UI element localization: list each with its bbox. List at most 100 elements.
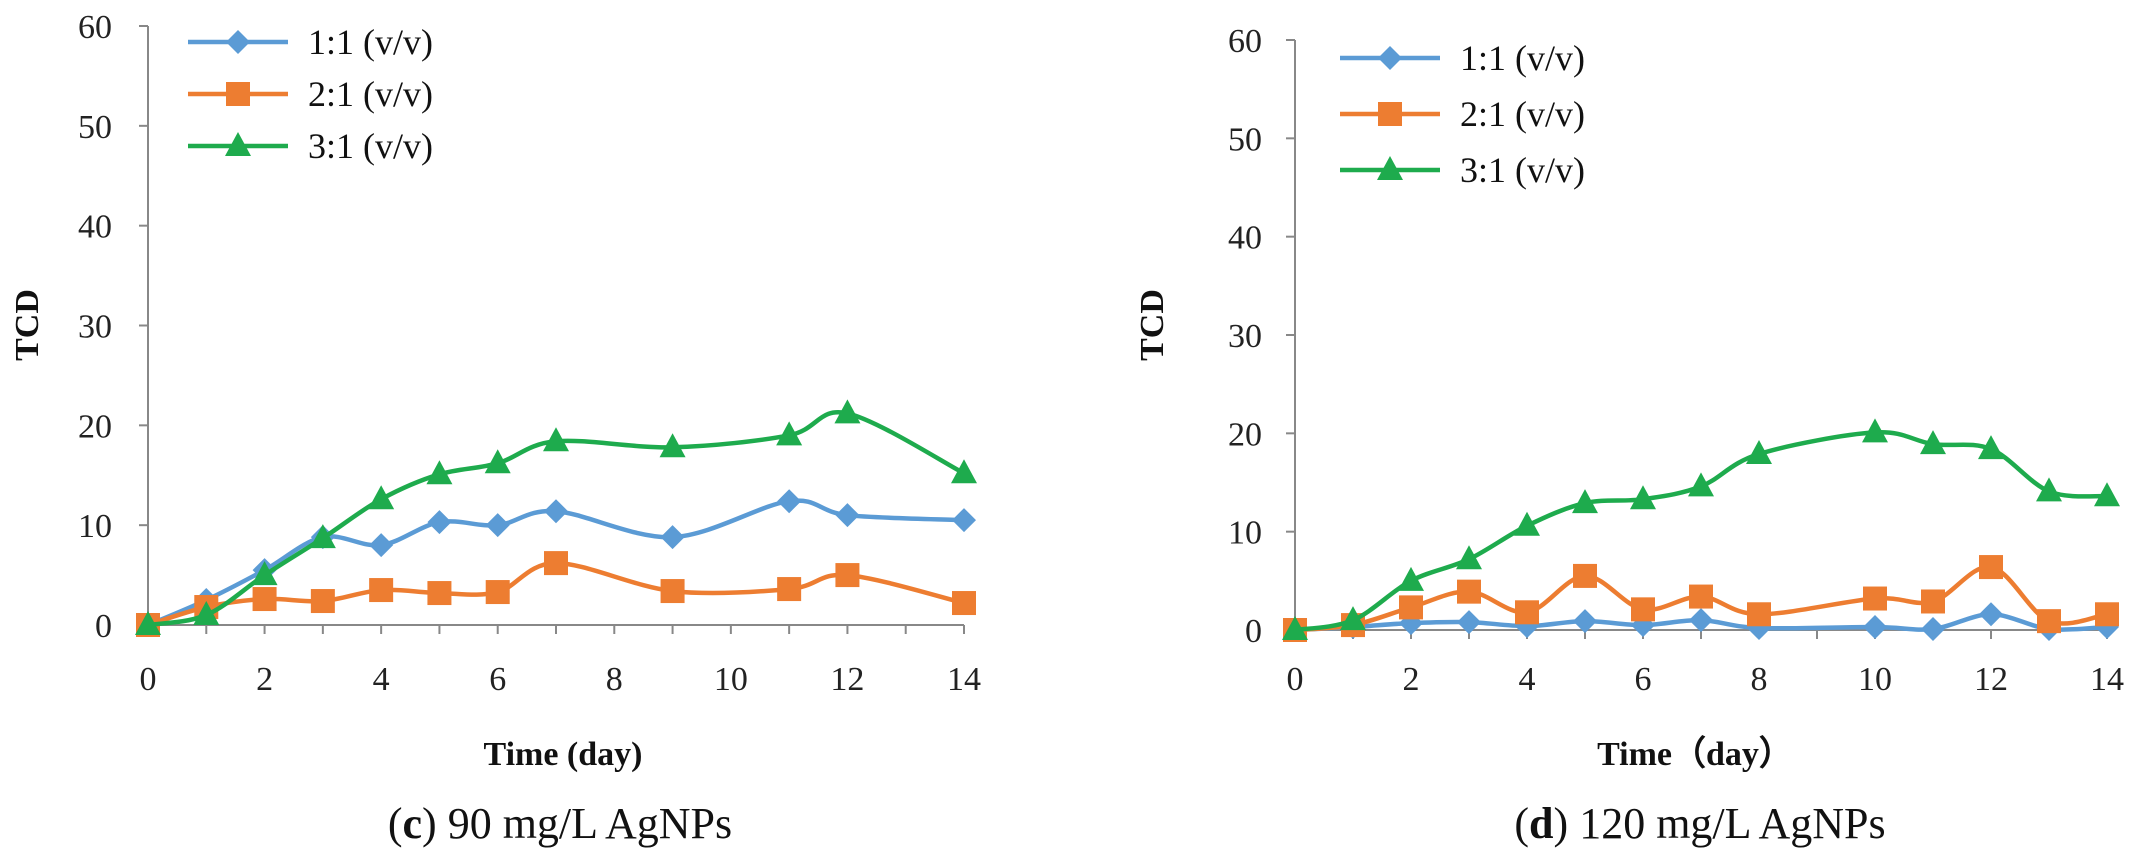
data-point — [1746, 439, 1772, 464]
data-point — [1514, 511, 1540, 536]
legend: 1:1 (v/v) 2:1 (v/v) 3:1 (v/v) — [1340, 38, 1585, 190]
data-point — [309, 524, 336, 549]
x-tick-label: 8 — [1751, 661, 1768, 698]
data-point — [1689, 584, 1713, 609]
data-point — [544, 551, 568, 576]
data-point — [544, 499, 568, 524]
data-point — [135, 611, 161, 635]
y-tick-label: 60 — [78, 9, 112, 46]
data-point — [777, 577, 802, 602]
data-point — [1630, 485, 1656, 510]
data-point — [1573, 609, 1597, 634]
data-point — [1862, 418, 1888, 443]
x-tick-label: 12 — [830, 661, 864, 698]
data-point — [1979, 555, 2003, 580]
data-point — [485, 513, 510, 538]
legend-marker — [1378, 102, 1402, 126]
data-point — [1921, 617, 1945, 642]
data-point — [659, 433, 686, 458]
data-point — [952, 591, 976, 616]
data-point — [2094, 482, 2120, 507]
data-point — [1456, 545, 1482, 570]
y-tick-label: 60 — [1228, 23, 1262, 60]
y-tick-label: 0 — [95, 608, 112, 645]
x-axis-title: Time（day） — [1597, 734, 1793, 773]
x-tick-label: 2 — [256, 661, 273, 698]
legend-label: 1:1 (v/v) — [308, 22, 433, 62]
data-point — [835, 503, 860, 528]
x-tick-label: 6 — [489, 661, 506, 698]
data-point — [427, 510, 452, 535]
y-tick-label: 30 — [1228, 318, 1262, 355]
x-tick-label: 0 — [1287, 661, 1304, 698]
legend-marker — [226, 82, 250, 106]
caption-open-paren: ( — [1514, 799, 1529, 848]
data-point — [951, 459, 977, 484]
panel-caption: (c) 90 mg/L AgNPs — [388, 799, 732, 848]
x-tick-label: 14 — [2090, 661, 2124, 698]
legend-marker — [225, 132, 251, 156]
legend: 1:1 (v/v) 2:1 (v/v) 3:1 (v/v) — [188, 22, 433, 166]
y-tick-label: 20 — [1228, 416, 1262, 453]
y-tick-label: 20 — [78, 408, 112, 445]
data-point — [1631, 597, 1655, 622]
legend-label: 1:1 (v/v) — [1460, 38, 1585, 78]
data-point — [368, 485, 395, 510]
data-point — [1863, 586, 1887, 611]
data-point — [485, 580, 510, 605]
y-tick-label: 0 — [1245, 613, 1262, 650]
data-point — [1747, 602, 1771, 627]
caption-text: 120 mg/L AgNPs — [1568, 799, 1885, 848]
data-point — [543, 427, 569, 452]
data-point — [1863, 615, 1887, 640]
data-point — [776, 421, 803, 446]
legend-label: 3:1 (v/v) — [1460, 150, 1585, 190]
data-point — [369, 533, 394, 558]
x-tick-label: 0 — [140, 661, 157, 698]
data-point — [1688, 472, 1714, 497]
y-tick-label: 10 — [78, 508, 112, 545]
data-point — [1921, 589, 1945, 614]
data-point — [1457, 579, 1481, 604]
x-tick-label: 6 — [1635, 661, 1652, 698]
data-point — [310, 589, 335, 614]
data-point — [1689, 608, 1713, 633]
data-point — [252, 587, 277, 612]
data-point — [1572, 489, 1598, 514]
data-point — [484, 449, 511, 474]
data-point — [251, 561, 278, 586]
series-triangle — [135, 399, 977, 635]
data-point — [1515, 600, 1539, 625]
data-point — [1340, 606, 1366, 631]
x-tick-label: 10 — [714, 661, 748, 698]
legend-label: 2:1 (v/v) — [1460, 94, 1585, 134]
y-tick-label: 30 — [78, 309, 112, 346]
caption-letter: d — [1529, 799, 1553, 848]
data-point — [1399, 595, 1423, 620]
legend-marker — [1377, 156, 1403, 180]
chart-panel-d: 0 10 20 30 40 50 60 0 2 4 6 8 10 12 14 TCD Time（day） 1:1 … — [1134, 23, 2124, 848]
y-tick-label: 50 — [78, 109, 112, 146]
caption-open-paren: ( — [388, 799, 403, 848]
data-point — [835, 563, 860, 588]
data-point — [426, 460, 453, 485]
data-point — [193, 601, 220, 626]
legend-marker — [226, 30, 250, 54]
y-tick-label: 10 — [1228, 515, 1262, 552]
data-point — [660, 525, 685, 550]
x-tick-label: 14 — [947, 661, 981, 698]
data-point — [1979, 602, 2003, 627]
x-tick-label: 2 — [1403, 661, 1420, 698]
legend-label: 2:1 (v/v) — [308, 74, 433, 114]
caption-close-paren: ) — [422, 799, 437, 848]
data-point — [1282, 616, 1308, 640]
data-point — [1920, 430, 1946, 455]
legend-marker — [1378, 46, 1402, 70]
data-point — [660, 579, 685, 604]
data-point — [777, 489, 802, 514]
data-point — [1978, 435, 2004, 460]
series-triangle — [1282, 418, 2120, 640]
x-tick-label: 4 — [1519, 661, 1536, 698]
data-point — [1457, 610, 1481, 635]
